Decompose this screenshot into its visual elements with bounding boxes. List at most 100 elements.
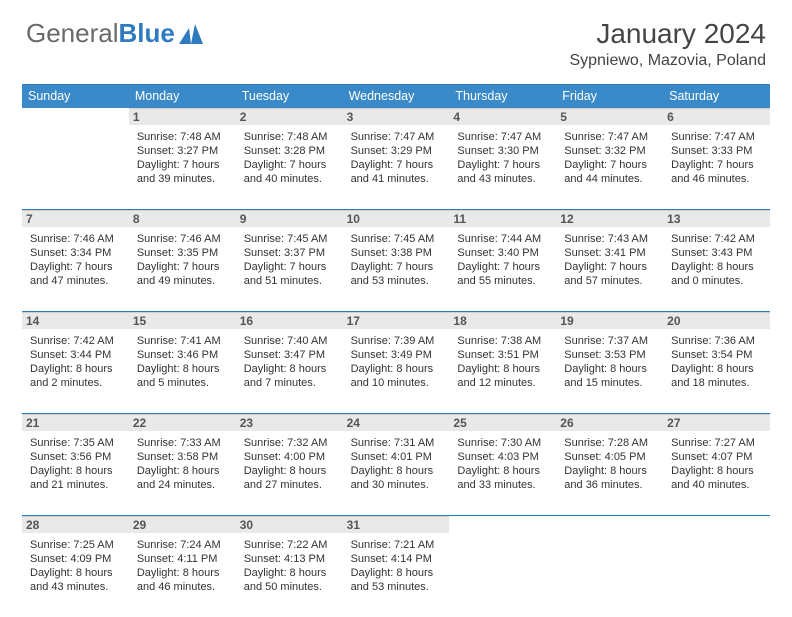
info-line: Sunset: 4:13 PM (244, 552, 335, 566)
day-cell: Sunrise: 7:40 AMSunset: 3:47 PMDaylight:… (236, 331, 343, 413)
day-number: 24 (343, 414, 450, 431)
info-line: and 36 minutes. (564, 478, 655, 492)
sun-info: Sunrise: 7:41 AMSunset: 3:46 PMDaylight:… (133, 334, 232, 390)
sun-info: Sunrise: 7:46 AMSunset: 3:34 PMDaylight:… (26, 232, 125, 288)
day-cell (449, 535, 556, 617)
week-row: Sunrise: 7:42 AMSunset: 3:44 PMDaylight:… (22, 331, 770, 414)
info-line: Sunset: 3:51 PM (457, 348, 548, 362)
info-line: Daylight: 8 hours (671, 464, 762, 478)
info-line: Sunset: 3:49 PM (351, 348, 442, 362)
weekday-label: Thursday (449, 85, 556, 108)
day-number: 3 (343, 108, 450, 125)
info-line: Daylight: 7 hours (564, 158, 655, 172)
day-cell: Sunrise: 7:47 AMSunset: 3:33 PMDaylight:… (663, 127, 770, 209)
sun-info: Sunrise: 7:27 AMSunset: 4:07 PMDaylight:… (667, 436, 766, 492)
day-cell: Sunrise: 7:38 AMSunset: 3:51 PMDaylight:… (449, 331, 556, 413)
sun-info: Sunrise: 7:37 AMSunset: 3:53 PMDaylight:… (560, 334, 659, 390)
info-line: Daylight: 7 hours (351, 158, 442, 172)
info-line: Sunrise: 7:37 AM (564, 334, 655, 348)
info-line: and 10 minutes. (351, 376, 442, 390)
info-line: Daylight: 7 hours (30, 260, 121, 274)
sun-info: Sunrise: 7:31 AMSunset: 4:01 PMDaylight:… (347, 436, 446, 492)
info-line: and 33 minutes. (457, 478, 548, 492)
daynum-strip: 28293031 (22, 516, 770, 535)
info-line: Sunset: 3:41 PM (564, 246, 655, 260)
info-line: and 2 minutes. (30, 376, 121, 390)
day-number: 19 (556, 312, 663, 329)
info-line: Daylight: 7 hours (137, 158, 228, 172)
day-number: 29 (129, 516, 236, 533)
info-line: and 0 minutes. (671, 274, 762, 288)
info-line: Sunset: 3:43 PM (671, 246, 762, 260)
info-line: Sunset: 4:14 PM (351, 552, 442, 566)
info-line: Daylight: 7 hours (351, 260, 442, 274)
info-line: Daylight: 8 hours (244, 362, 335, 376)
day-cell: Sunrise: 7:36 AMSunset: 3:54 PMDaylight:… (663, 331, 770, 413)
info-line: Daylight: 8 hours (564, 464, 655, 478)
info-line: Daylight: 7 hours (244, 158, 335, 172)
info-line: Sunset: 3:28 PM (244, 144, 335, 158)
info-line: Daylight: 8 hours (351, 464, 442, 478)
sun-info: Sunrise: 7:21 AMSunset: 4:14 PMDaylight:… (347, 538, 446, 594)
day-cell: Sunrise: 7:48 AMSunset: 3:28 PMDaylight:… (236, 127, 343, 209)
info-line: Sunrise: 7:32 AM (244, 436, 335, 450)
day-cell: Sunrise: 7:42 AMSunset: 3:44 PMDaylight:… (22, 331, 129, 413)
info-line: Sunrise: 7:25 AM (30, 538, 121, 552)
info-line: Sunrise: 7:43 AM (564, 232, 655, 246)
info-line: Sunrise: 7:31 AM (351, 436, 442, 450)
day-cell (556, 535, 663, 617)
info-line: Sunset: 3:34 PM (30, 246, 121, 260)
info-line: Sunrise: 7:46 AM (137, 232, 228, 246)
info-line: Sunrise: 7:46 AM (30, 232, 121, 246)
week-row: Sunrise: 7:35 AMSunset: 3:56 PMDaylight:… (22, 433, 770, 516)
sun-info: Sunrise: 7:22 AMSunset: 4:13 PMDaylight:… (240, 538, 339, 594)
info-line: and 21 minutes. (30, 478, 121, 492)
info-line: Daylight: 8 hours (30, 566, 121, 580)
day-number: 10 (343, 210, 450, 227)
info-line: Daylight: 7 hours (671, 158, 762, 172)
info-line: Sunrise: 7:38 AM (457, 334, 548, 348)
day-cell: Sunrise: 7:39 AMSunset: 3:49 PMDaylight:… (343, 331, 450, 413)
info-line: and 18 minutes. (671, 376, 762, 390)
day-cell: Sunrise: 7:28 AMSunset: 4:05 PMDaylight:… (556, 433, 663, 515)
day-number: 15 (129, 312, 236, 329)
sun-info: Sunrise: 7:45 AMSunset: 3:37 PMDaylight:… (240, 232, 339, 288)
day-cell: Sunrise: 7:24 AMSunset: 4:11 PMDaylight:… (129, 535, 236, 617)
sun-info: Sunrise: 7:30 AMSunset: 4:03 PMDaylight:… (453, 436, 552, 492)
day-cell: Sunrise: 7:47 AMSunset: 3:29 PMDaylight:… (343, 127, 450, 209)
info-line: Sunrise: 7:28 AM (564, 436, 655, 450)
sun-info: Sunrise: 7:47 AMSunset: 3:32 PMDaylight:… (560, 130, 659, 186)
info-line: and 41 minutes. (351, 172, 442, 186)
day-cell: Sunrise: 7:31 AMSunset: 4:01 PMDaylight:… (343, 433, 450, 515)
info-line: Daylight: 8 hours (30, 362, 121, 376)
day-number: 8 (129, 210, 236, 227)
info-line: Sunrise: 7:30 AM (457, 436, 548, 450)
calendar: Sunday Monday Tuesday Wednesday Thursday… (22, 84, 770, 617)
info-line: and 57 minutes. (564, 274, 655, 288)
info-line: Sunrise: 7:27 AM (671, 436, 762, 450)
sun-info: Sunrise: 7:33 AMSunset: 3:58 PMDaylight:… (133, 436, 232, 492)
day-number: 4 (449, 108, 556, 125)
info-line: Sunset: 4:03 PM (457, 450, 548, 464)
info-line: and 44 minutes. (564, 172, 655, 186)
day-number: 20 (663, 312, 770, 329)
info-line: Sunrise: 7:36 AM (671, 334, 762, 348)
day-number: 18 (449, 312, 556, 329)
day-cell: Sunrise: 7:41 AMSunset: 3:46 PMDaylight:… (129, 331, 236, 413)
info-line: and 40 minutes. (244, 172, 335, 186)
info-line: Daylight: 8 hours (351, 566, 442, 580)
info-line: and 50 minutes. (244, 580, 335, 594)
info-line: Daylight: 7 hours (564, 260, 655, 274)
info-line: and 27 minutes. (244, 478, 335, 492)
sun-info: Sunrise: 7:48 AMSunset: 3:28 PMDaylight:… (240, 130, 339, 186)
info-line: Daylight: 8 hours (671, 362, 762, 376)
info-line: Sunset: 3:37 PM (244, 246, 335, 260)
sun-info: Sunrise: 7:47 AMSunset: 3:30 PMDaylight:… (453, 130, 552, 186)
info-line: and 53 minutes. (351, 274, 442, 288)
daynum-strip: 123456 (22, 108, 770, 127)
info-line: Sunrise: 7:40 AM (244, 334, 335, 348)
info-line: Daylight: 7 hours (457, 158, 548, 172)
info-line: Daylight: 8 hours (30, 464, 121, 478)
sun-info: Sunrise: 7:28 AMSunset: 4:05 PMDaylight:… (560, 436, 659, 492)
week-row: Sunrise: 7:46 AMSunset: 3:34 PMDaylight:… (22, 229, 770, 312)
